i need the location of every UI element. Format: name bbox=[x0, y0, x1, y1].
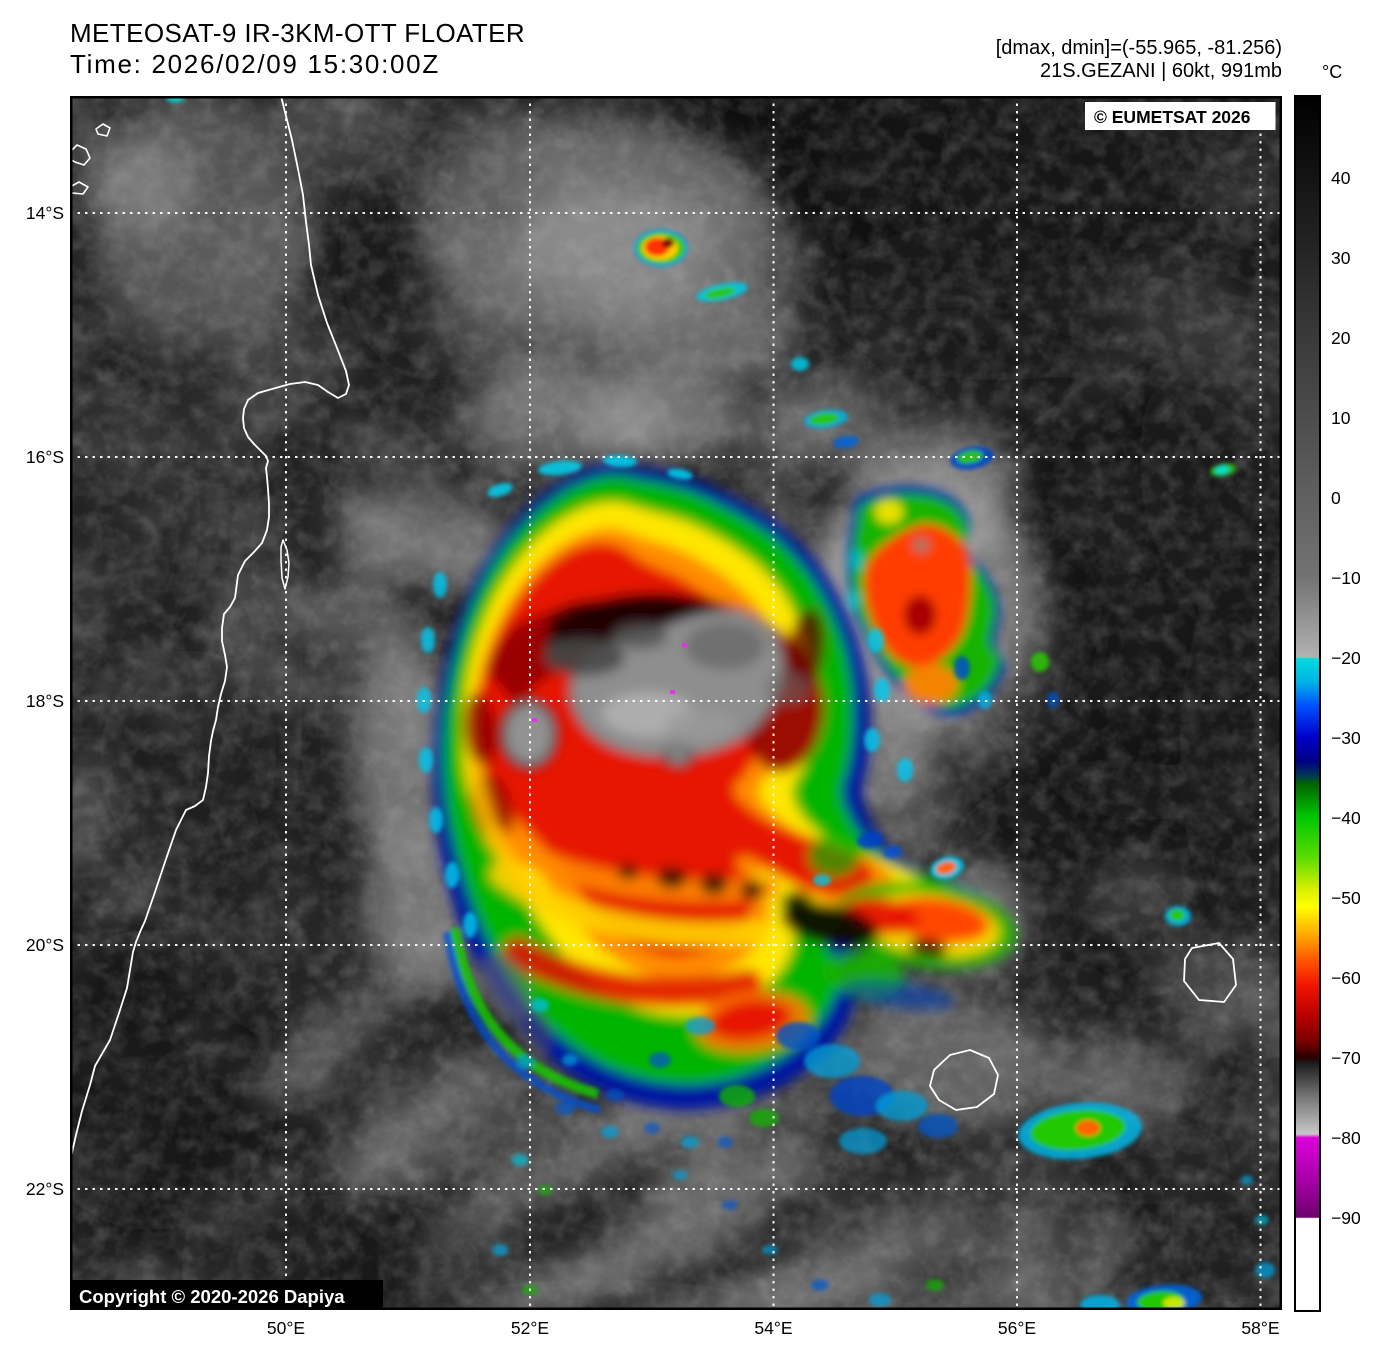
svg-text:© EUMETSAT 2026: © EUMETSAT 2026 bbox=[1094, 107, 1251, 127]
svg-text:Copyright © 2020-2026 Dapiya: Copyright © 2020-2026 Dapiya bbox=[79, 1286, 345, 1307]
